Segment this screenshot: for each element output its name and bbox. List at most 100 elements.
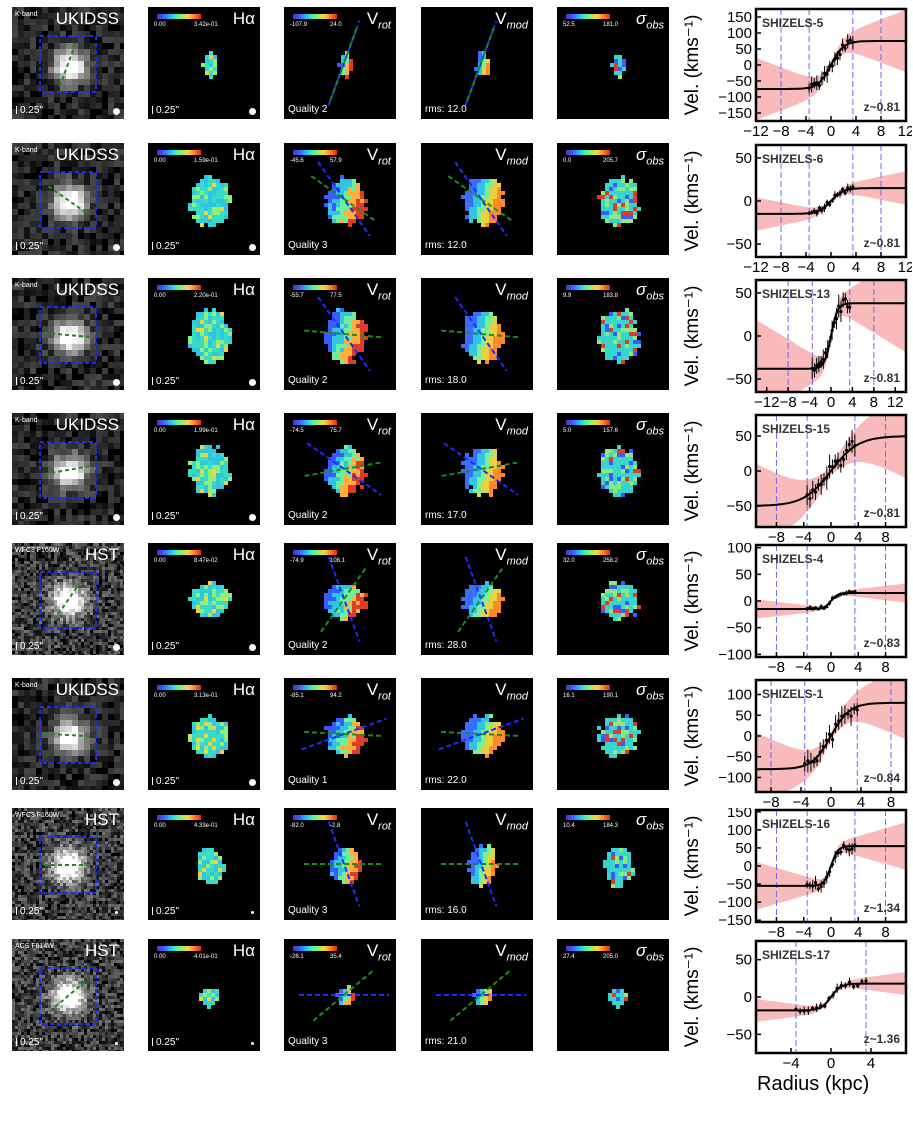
pixel bbox=[120, 780, 124, 786]
pixel bbox=[48, 79, 54, 85]
pixel bbox=[54, 67, 60, 73]
pixel bbox=[93, 612, 96, 615]
pixel bbox=[18, 521, 24, 525]
pixel bbox=[609, 207, 613, 211]
pixel bbox=[81, 573, 84, 576]
pixel bbox=[96, 491, 102, 497]
pixel bbox=[200, 465, 204, 469]
pixel bbox=[200, 589, 204, 593]
pixel bbox=[461, 469, 465, 473]
pixel bbox=[208, 585, 212, 589]
pixel bbox=[196, 593, 200, 597]
pixel bbox=[481, 477, 485, 481]
pixel bbox=[114, 91, 120, 97]
pixel bbox=[12, 308, 18, 314]
pixel bbox=[24, 485, 30, 491]
pixel bbox=[220, 187, 224, 191]
data-point bbox=[843, 46, 847, 50]
pixel bbox=[42, 591, 45, 594]
pixel bbox=[72, 67, 78, 73]
pixel bbox=[96, 320, 102, 326]
pixel bbox=[36, 762, 42, 768]
pixel bbox=[336, 589, 340, 593]
pixel bbox=[72, 155, 78, 161]
pixel bbox=[66, 591, 69, 594]
pixel bbox=[54, 332, 60, 338]
pixel bbox=[18, 756, 24, 762]
pixel bbox=[60, 648, 63, 651]
pixel bbox=[54, 443, 60, 449]
pixel bbox=[360, 485, 364, 489]
pixel bbox=[36, 185, 42, 191]
pixel bbox=[36, 7, 42, 13]
pixel bbox=[601, 211, 605, 215]
pixel bbox=[24, 179, 30, 185]
colorbar-max: 157.6 bbox=[603, 428, 619, 434]
pixel bbox=[72, 786, 78, 790]
pixel bbox=[18, 585, 21, 588]
halpha-blob bbox=[188, 714, 228, 758]
pixel bbox=[90, 61, 96, 67]
pixel bbox=[108, 768, 114, 774]
pixel bbox=[45, 621, 48, 624]
pixel bbox=[63, 579, 66, 582]
pixel bbox=[90, 576, 93, 579]
pixel bbox=[21, 573, 24, 576]
pixel bbox=[57, 579, 60, 582]
pixel bbox=[39, 579, 42, 582]
pixel bbox=[84, 582, 87, 585]
pixel bbox=[66, 85, 72, 91]
pixel bbox=[489, 449, 493, 453]
pixel bbox=[609, 328, 613, 332]
pixel bbox=[465, 601, 469, 605]
pixel bbox=[613, 585, 617, 589]
pixel bbox=[617, 481, 621, 485]
pixel bbox=[120, 696, 124, 702]
pixel bbox=[96, 149, 102, 155]
pixel bbox=[605, 589, 609, 593]
pixel bbox=[69, 615, 72, 618]
pixel bbox=[96, 437, 102, 443]
pixel bbox=[42, 588, 45, 591]
pixel bbox=[356, 203, 360, 207]
pixel bbox=[72, 221, 78, 227]
pixel bbox=[617, 187, 621, 191]
pixel bbox=[78, 191, 84, 197]
pixel bbox=[66, 233, 72, 239]
pixel bbox=[208, 179, 212, 183]
pixel bbox=[60, 449, 66, 455]
pixel bbox=[473, 477, 477, 481]
band-label: K-band bbox=[15, 282, 38, 289]
pixel bbox=[42, 290, 48, 296]
pixel bbox=[36, 612, 39, 615]
pixel bbox=[344, 203, 348, 207]
pixel bbox=[66, 726, 72, 732]
pixel bbox=[497, 332, 501, 336]
pixel bbox=[90, 564, 93, 567]
pixel bbox=[93, 555, 96, 558]
pixel bbox=[72, 651, 75, 654]
pixel bbox=[105, 570, 108, 573]
pixel bbox=[90, 567, 93, 570]
pixel bbox=[114, 467, 120, 473]
pixel bbox=[42, 55, 48, 61]
pixel bbox=[54, 55, 60, 61]
pixel bbox=[489, 320, 493, 324]
pixel bbox=[30, 588, 33, 591]
pixel bbox=[212, 585, 216, 589]
pixel bbox=[621, 461, 625, 465]
pixel bbox=[204, 199, 208, 203]
pixel bbox=[12, 374, 18, 380]
pixel bbox=[72, 714, 78, 720]
pixel bbox=[209, 75, 213, 79]
pixel bbox=[601, 203, 605, 207]
pixel bbox=[493, 191, 497, 195]
pixel bbox=[54, 612, 57, 615]
pixel bbox=[72, 49, 78, 55]
pixel bbox=[18, 67, 24, 73]
pixel bbox=[216, 179, 220, 183]
pixel bbox=[48, 338, 54, 344]
pixel bbox=[96, 73, 102, 79]
pixel bbox=[352, 199, 356, 203]
pixel bbox=[204, 609, 208, 613]
